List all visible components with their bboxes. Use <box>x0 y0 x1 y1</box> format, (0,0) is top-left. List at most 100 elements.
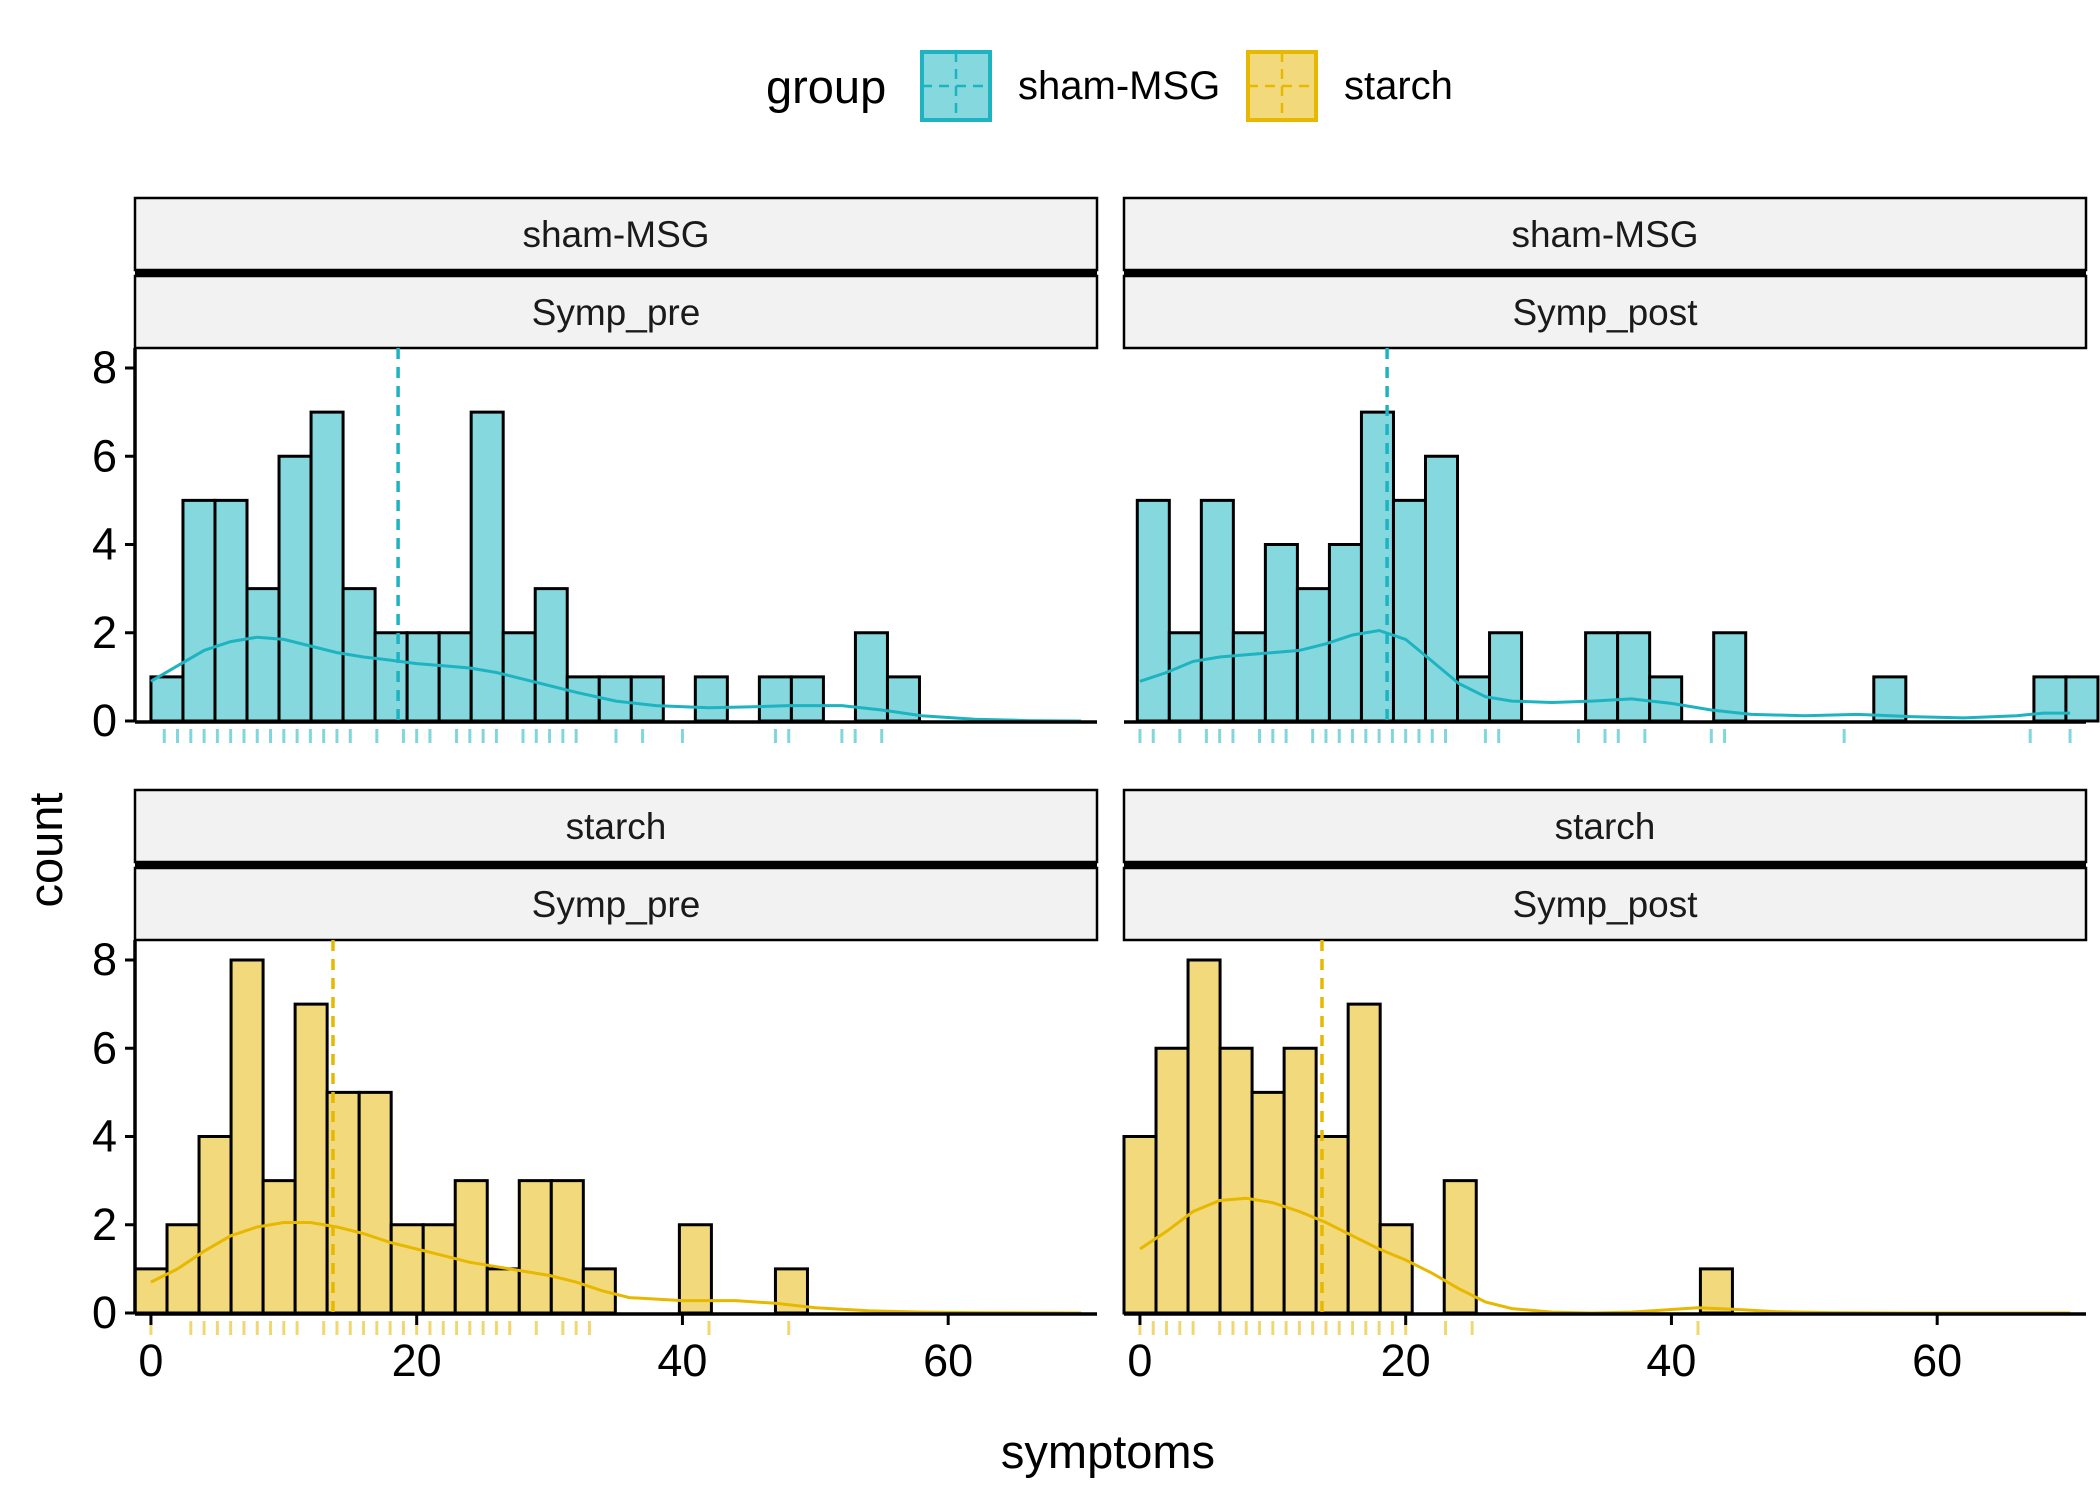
histogram-bar <box>517 1179 553 1315</box>
histogram-bar <box>197 1135 233 1315</box>
strip-variable-starch-symp-pre <box>133 866 1099 942</box>
x-tick-label: 40 <box>1646 1335 1696 1386</box>
histogram-bar <box>677 1223 713 1315</box>
strip-group-sham-msg-symp-post <box>1122 196 2088 272</box>
histogram-bar <box>437 631 473 723</box>
panel-starch-symp-post: starch Symp_post 0 20 40 60 <box>1122 788 2088 1386</box>
histogram-bar <box>165 1223 201 1315</box>
y-tick-label: 4 <box>92 1111 117 1162</box>
strip-variable-label: Symp_post <box>1512 884 1698 925</box>
histogram-bar <box>277 454 313 723</box>
strip-group-label: starch <box>566 806 667 847</box>
histogram-bar <box>1391 498 1427 723</box>
histogram-bar <box>533 587 569 723</box>
x-axis-title: symptoms <box>1001 1425 1215 1478</box>
histogram-bar <box>453 1179 489 1315</box>
x-tick-label: 20 <box>392 1335 442 1386</box>
legend: group sham-MSG starch <box>766 50 1453 122</box>
histogram-bar <box>213 498 249 723</box>
y-axis-title: count <box>19 793 72 908</box>
histogram-bar <box>181 498 217 723</box>
strip-variable-label: Symp_post <box>1512 292 1698 333</box>
histogram-bar <box>1167 631 1203 723</box>
histogram-bar <box>1456 675 1492 723</box>
x-tick-label: 60 <box>1912 1335 1962 1386</box>
strip-group-sham-msg-symp-pre <box>133 196 1099 272</box>
histogram-bar <box>789 675 825 723</box>
x-tick-label: 20 <box>1381 1335 1431 1386</box>
histogram-bar <box>1584 631 1620 723</box>
histogram-bar <box>1218 1046 1254 1315</box>
density-curve <box>150 635 1082 723</box>
strip-group-starch-symp-post <box>1122 788 2088 864</box>
strip-variable-starch-symp-post <box>1122 866 2088 942</box>
strip-group-label: starch <box>1555 806 1656 847</box>
y-tick-label: 2 <box>92 607 117 658</box>
x-tick-label: 0 <box>1127 1335 1152 1386</box>
y-tick-label: 6 <box>92 430 117 481</box>
histogram-bar <box>581 1267 617 1315</box>
histogram-bar <box>1327 543 1363 723</box>
histogram-bar <box>1442 1179 1478 1315</box>
legend-title: group <box>766 60 886 113</box>
histogram-bar <box>293 1002 329 1315</box>
histogram-bar <box>1231 631 1267 723</box>
histogram-bar <box>485 1267 521 1315</box>
histogram-bar <box>1423 454 1460 723</box>
histogram-bar <box>1346 1002 1382 1315</box>
x-tick-label: 40 <box>657 1335 707 1386</box>
strip-variable-sham-msg-symp-pre <box>133 274 1099 350</box>
histogram-bar <box>1122 1135 1158 1315</box>
histogram-bar <box>309 410 345 723</box>
y-tick-label: 0 <box>92 1287 117 1338</box>
histogram-bar <box>1263 543 1299 723</box>
histogram-bar <box>565 675 601 723</box>
histogram-bar <box>1135 498 1171 723</box>
histogram-bar <box>149 675 185 723</box>
histogram-bar <box>245 587 281 723</box>
histogram-bar <box>1186 958 1222 1315</box>
histogram-bar <box>389 1223 425 1315</box>
histogram-bar <box>357 1090 393 1315</box>
histogram-bar <box>229 958 265 1315</box>
legend-key-starch <box>1246 50 1318 122</box>
strip-variable-sham-msg-symp-post <box>1122 274 2088 350</box>
histogram-bar <box>469 410 505 723</box>
strip-group-label: sham-MSG <box>1511 214 1698 255</box>
histogram-bar <box>1648 675 1684 723</box>
legend-label-starch: starch <box>1344 64 1453 108</box>
density-curve <box>1139 1196 2071 1315</box>
histogram-bar <box>757 675 793 723</box>
legend-label-sham-msg: sham-MSG <box>1018 64 1220 108</box>
y-tick-label: 6 <box>92 1022 117 1073</box>
histogram-bar <box>1154 1046 1190 1315</box>
y-tick-label: 4 <box>92 519 117 570</box>
histogram-bar <box>1282 1046 1318 1315</box>
x-tick-label: 0 <box>138 1335 163 1386</box>
histogram-bar <box>1712 631 1748 723</box>
strip-group-label: sham-MSG <box>522 214 709 255</box>
histogram-bar <box>261 1179 297 1315</box>
y-tick-label: 8 <box>92 934 117 985</box>
density-curve <box>150 1221 1082 1315</box>
histogram-bar <box>405 631 441 723</box>
facet-panels: sham-MSGSymp_pre02468sham-MSGSymp_postst… <box>92 196 2100 1386</box>
panel-sham-msg-symp-pre: sham-MSG Symp_pre 0 2 4 6 8 <box>92 196 1099 746</box>
histogram-bar <box>421 1223 457 1315</box>
panel-sham-msg-symp-post: sham-MSG Symp_post <box>1122 196 2100 743</box>
y-tick-label: 0 <box>92 695 117 746</box>
histogram-bar <box>1378 1223 1414 1315</box>
histogram-bar <box>549 1179 585 1315</box>
histogram-bar <box>1295 587 1331 723</box>
histogram-bar <box>1872 675 1908 723</box>
histogram-bar <box>325 1090 361 1315</box>
panel-starch-symp-pre: starch Symp_pre 0 2 4 6 8 0 20 40 60 <box>92 788 1099 1386</box>
histogram-bar <box>693 675 729 723</box>
histogram-bar <box>373 631 409 723</box>
y-tick-label: 2 <box>92 1199 117 1250</box>
strip-variable-label: Symp_pre <box>532 884 701 925</box>
histogram-bar <box>1199 498 1235 723</box>
x-tick-label: 60 <box>923 1335 973 1386</box>
histogram-bar <box>1616 631 1652 723</box>
